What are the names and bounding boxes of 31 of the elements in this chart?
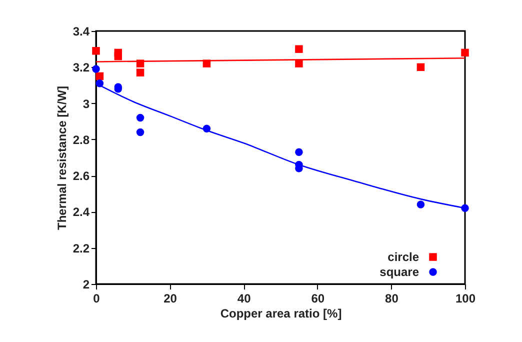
y-tick-label: 2.4	[72, 205, 90, 220]
x-tick-label: 100	[455, 292, 476, 306]
point	[92, 47, 100, 55]
point	[114, 52, 122, 60]
x-tick-label: 80	[385, 292, 399, 306]
point	[461, 48, 469, 57]
y-tick-label: 2.8	[72, 132, 90, 147]
legend-label: circle	[388, 250, 420, 264]
x-tick-label: 0	[93, 292, 100, 306]
point	[295, 60, 303, 68]
point	[136, 114, 144, 122]
point	[416, 63, 425, 72]
point	[136, 128, 144, 136]
y-tick-label: 2	[82, 278, 90, 292]
legend-label: square	[380, 265, 420, 279]
x-tick-label: 40	[237, 292, 252, 306]
point	[416, 200, 425, 208]
x-tick-label: 60	[311, 292, 325, 306]
y-tick-label: 2.2	[72, 241, 90, 256]
x-tick-label: 20	[164, 292, 178, 306]
y-axis-title: Thermal resistance [K/W]	[54, 86, 69, 230]
y-tick-label: 2.6	[72, 169, 90, 184]
point	[136, 68, 144, 76]
y-tick-label: 3	[82, 96, 90, 111]
y-tick-label: 3.4	[72, 24, 90, 38]
point	[96, 72, 104, 80]
x-axis-title: Copper area ratio [%]	[220, 306, 342, 320]
point	[295, 45, 303, 53]
point	[92, 65, 100, 73]
y-tick-label: 3.2	[72, 60, 90, 75]
point	[295, 148, 303, 156]
